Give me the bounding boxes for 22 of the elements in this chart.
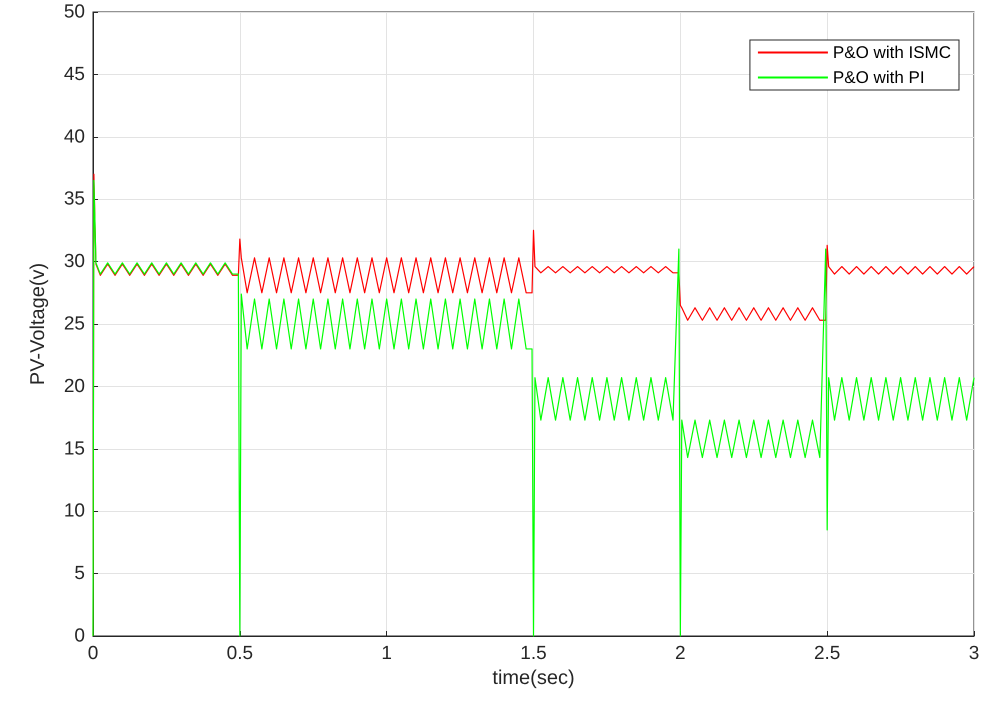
y-tick-label: 25 <box>64 314 85 334</box>
y-tick-label: 35 <box>64 188 85 210</box>
y-tick-label: 20 <box>64 376 85 397</box>
x-tick-label: 2 <box>675 643 686 664</box>
y-tick-label: 50 <box>64 2 85 22</box>
x-tick-label: 2.5 <box>814 643 840 664</box>
y-tick-label: 0 <box>74 626 85 646</box>
y-tick-label: 30 <box>64 251 85 272</box>
x-tick-label: 0 <box>88 643 98 664</box>
x-tick-label: 1 <box>381 643 392 664</box>
x-tick-label: 1.5 <box>520 643 547 664</box>
y-tick-label: 40 <box>64 126 85 148</box>
x-tick-label: 3 <box>968 643 980 664</box>
y-tick-label: 15 <box>64 438 85 460</box>
y-tick-label: 45 <box>64 64 85 85</box>
legend-label: P&O with PI <box>832 68 925 87</box>
x-axis-title: time(sec) <box>492 666 575 689</box>
y-axis-title: PV-Voltage(v) <box>27 262 49 386</box>
legend-label: P&O with ISMC <box>832 43 952 62</box>
y-tick-label: 10 <box>64 500 85 522</box>
y-tick-label: 5 <box>74 563 85 584</box>
x-tick-label: 0.5 <box>226 643 254 664</box>
